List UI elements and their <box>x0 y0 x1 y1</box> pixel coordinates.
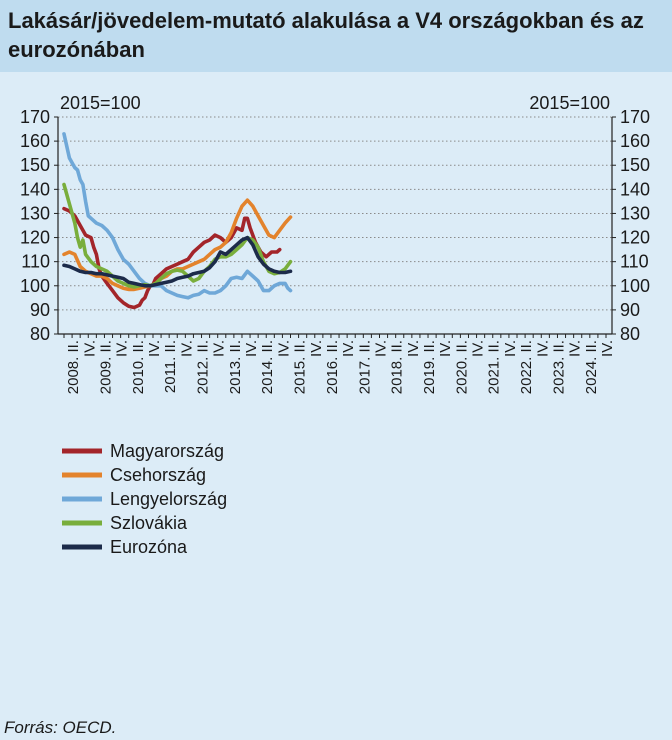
y-tick-label-left: 100 <box>20 276 50 296</box>
y-tick-label-right: 120 <box>620 228 650 248</box>
x-tick-label: 2009. II. <box>97 340 114 394</box>
x-tick-label: 2022. II. <box>518 340 535 394</box>
x-tick-label: IV. <box>470 340 487 357</box>
x-tick-label: 2020. II. <box>453 340 470 394</box>
x-tick-label: 2012. II. <box>195 340 212 394</box>
y-tick-label-left: 140 <box>20 179 50 199</box>
x-tick-label: 2023. II. <box>550 340 567 394</box>
title-bar <box>0 0 672 72</box>
x-tick-label: IV. <box>308 340 325 357</box>
legend-label: Magyarország <box>110 441 224 461</box>
x-tick-label: IV. <box>534 340 551 357</box>
x-tick-label: IV. <box>211 340 228 357</box>
y-tick-label-right: 80 <box>620 324 640 344</box>
x-tick-label: IV. <box>599 340 616 357</box>
y-tick-label-right: 140 <box>620 179 650 199</box>
x-tick-label: 2011. II. <box>162 340 179 393</box>
x-tick-label: 2017. II. <box>356 340 373 394</box>
x-tick-label: 2021. II. <box>486 340 503 394</box>
x-tick-label: IV. <box>567 340 584 357</box>
y-tick-label-right: 130 <box>620 203 650 223</box>
y-tick-label-left: 110 <box>21 252 50 272</box>
series-line-4 <box>62 235 293 288</box>
x-tick-label: IV. <box>243 340 260 357</box>
y-tick-label-left: 150 <box>20 155 50 175</box>
x-tick-label: IV. <box>340 340 357 357</box>
legend-label: Csehország <box>110 465 206 485</box>
series-line-2 <box>62 132 293 300</box>
x-tick-label: IV. <box>275 340 292 357</box>
x-tick-label: 2024. II. <box>583 340 600 394</box>
x-tick-label: 2016. II. <box>324 340 341 394</box>
legend-label: Eurozóna <box>110 537 188 557</box>
x-tick-label: 2010. II. <box>130 340 147 394</box>
y-tick-label-left: 130 <box>20 203 50 223</box>
legend-label: Szlovákia <box>110 513 188 533</box>
series-line-3 <box>62 182 293 289</box>
source-note: Forrás: OECD. <box>4 718 117 737</box>
left-axis-note: 2015=100 <box>60 93 141 113</box>
x-tick-label: 2015. II. <box>292 340 309 394</box>
x-tick-label: IV. <box>81 340 98 357</box>
x-tick-label: IV. <box>437 340 454 357</box>
y-tick-label-right: 160 <box>620 131 650 151</box>
x-tick-label: 2018. II. <box>389 340 406 394</box>
x-tick-label: IV. <box>502 340 519 357</box>
y-tick-label-left: 170 <box>20 107 50 127</box>
x-tick-label: 2014. II. <box>259 340 276 394</box>
x-tick-label: IV. <box>114 340 131 357</box>
x-tick-label: 2019. II. <box>421 340 438 394</box>
y-tick-label-right: 90 <box>620 300 640 320</box>
legend-label: Lengyelország <box>110 489 227 509</box>
y-tick-label-right: 100 <box>620 276 650 296</box>
x-tick-label: IV. <box>372 340 389 357</box>
x-tick-label: IV. <box>178 340 195 357</box>
x-tick-label: IV. <box>146 340 163 357</box>
right-axis-note: 2015=100 <box>529 93 610 113</box>
y-tick-label-left: 80 <box>30 324 50 344</box>
y-tick-label-left: 160 <box>20 131 50 151</box>
y-tick-label-left: 90 <box>30 300 50 320</box>
y-tick-label-left: 120 <box>20 228 50 248</box>
y-tick-label-right: 110 <box>620 252 649 272</box>
x-tick-label: 2013. II. <box>227 340 244 394</box>
y-tick-label-right: 150 <box>620 155 650 175</box>
x-tick-label: IV. <box>405 340 422 357</box>
line-chart: 80 80 90 90 100 100 110 110 120 120 130 130 140 140 15… <box>20 93 650 557</box>
chart-title: Lakásár/jövedelem-mutató alakulása a V4 … <box>8 8 644 62</box>
x-tick-label: 2008. II. <box>65 340 82 394</box>
y-tick-label-right: 170 <box>620 107 650 127</box>
